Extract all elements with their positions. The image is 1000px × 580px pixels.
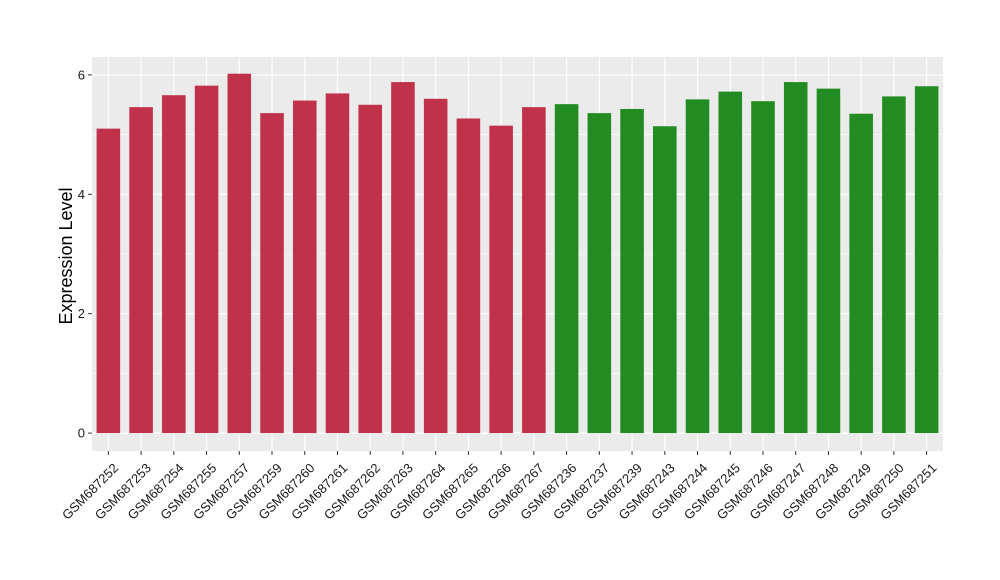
bar-GSM687267 — [522, 107, 546, 434]
bar-GSM687245 — [718, 91, 743, 434]
y-tick-label: 2 — [78, 306, 85, 321]
bar-GSM687250 — [882, 96, 906, 434]
y-axis: 0 2 4 6 — [78, 67, 92, 441]
bar-GSM687263 — [391, 82, 415, 434]
bar-GSM687243 — [653, 126, 677, 434]
bar-GSM687247 — [783, 82, 808, 434]
x-axis: GSM687252GSM687253GSM687254GSM687255GSM6… — [59, 451, 940, 523]
bar-GSM687246 — [751, 101, 775, 434]
y-tick-label: 0 — [78, 426, 85, 441]
y-tick-label: 4 — [78, 187, 85, 202]
bars — [96, 73, 939, 434]
bar-GSM687257 — [227, 73, 252, 434]
bar-GSM687259 — [260, 113, 284, 434]
bar-GSM687244 — [685, 99, 710, 434]
bar-GSM687237 — [587, 113, 612, 434]
bar-GSM687253 — [129, 107, 153, 434]
bar-GSM687251 — [914, 86, 939, 434]
bar-GSM687261 — [325, 93, 350, 434]
y-tick-label: 6 — [78, 67, 85, 82]
bar-GSM687252 — [96, 128, 121, 434]
bar-GSM687260 — [292, 100, 317, 434]
bar-GSM687262 — [358, 104, 382, 434]
bar-GSM687264 — [423, 98, 448, 434]
bar-GSM687248 — [816, 88, 841, 434]
bar-GSM687236 — [554, 104, 579, 434]
bar-GSM687255 — [194, 85, 219, 434]
bar-GSM687254 — [162, 95, 186, 434]
y-axis-title: Expression Level — [56, 187, 76, 324]
bar-GSM687249 — [849, 113, 873, 434]
bar-GSM687239 — [620, 108, 644, 434]
bar-GSM687266 — [489, 125, 513, 434]
bar-GSM687265 — [456, 118, 481, 434]
